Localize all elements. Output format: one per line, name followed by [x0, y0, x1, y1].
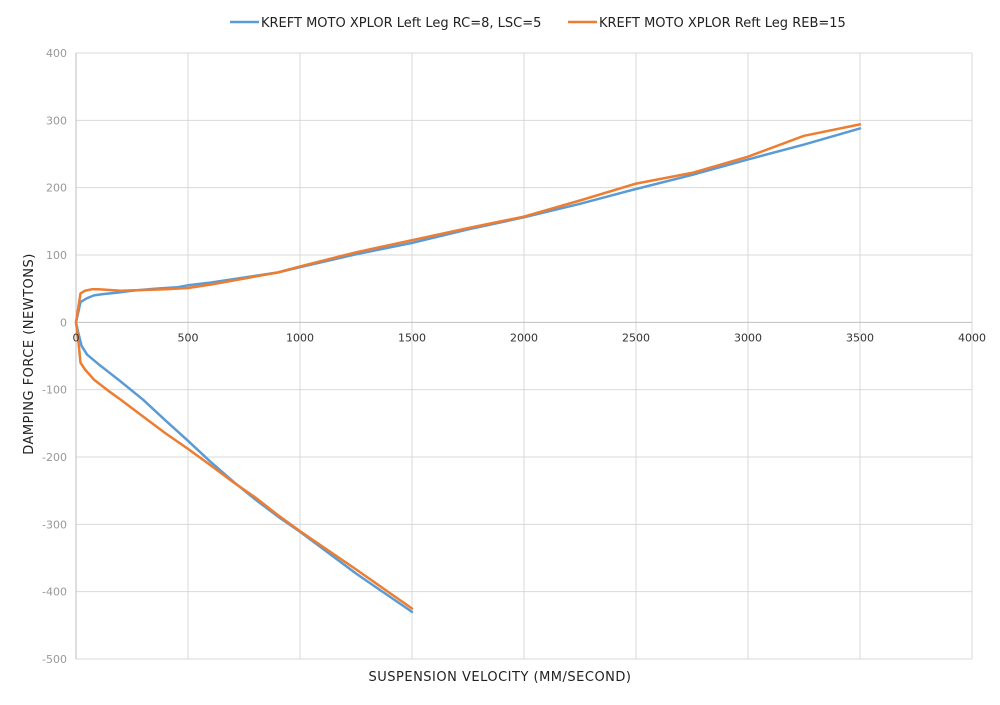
y-tick-label: 300: [46, 114, 67, 127]
x-tick-label: 500: [178, 331, 199, 344]
y-tick-label: 400: [46, 47, 67, 60]
y-axis-title: DAMPING FORCE (NEWTONS): [22, 253, 37, 455]
y-tick-label: 200: [46, 182, 67, 195]
series-lines: [74, 123, 862, 614]
y-tick-label: -200: [42, 451, 67, 464]
x-tick-label: 3500: [846, 331, 874, 344]
y-tick-label: 100: [46, 249, 67, 262]
x-tick-label: 2000: [510, 331, 538, 344]
legend-label-left-leg: KREFT MOTO XPLOR Left Leg RC=8, LSC=5: [261, 16, 541, 31]
y-tick-label: -100: [42, 384, 67, 397]
series-line-left-leg: [74, 127, 862, 614]
y-tick-label: 0: [60, 316, 67, 329]
axes: [75, 53, 972, 659]
series-line-right-leg: [74, 123, 862, 610]
x-axis-title: SUSPENSION VELOCITY (MM/SECOND): [369, 670, 632, 685]
x-tick-label: 2500: [622, 331, 650, 344]
x-tick-label: 1000: [286, 331, 314, 344]
y-tick-label: -500: [42, 653, 67, 666]
x-tick-label: 1500: [398, 331, 426, 344]
y-tick-label: -400: [42, 586, 67, 599]
x-tick-label: 3000: [734, 331, 762, 344]
legend-label-right-leg: KREFT MOTO XPLOR Reft Leg REB=15: [599, 16, 846, 31]
y-tick-label: -300: [42, 518, 67, 531]
legend: KREFT MOTO XPLOR Left Leg RC=8, LSC=5 KR…: [230, 16, 846, 31]
x-tick-label: 4000: [958, 331, 986, 344]
grid: [76, 52, 973, 660]
x-tick-label: 0: [73, 331, 80, 344]
